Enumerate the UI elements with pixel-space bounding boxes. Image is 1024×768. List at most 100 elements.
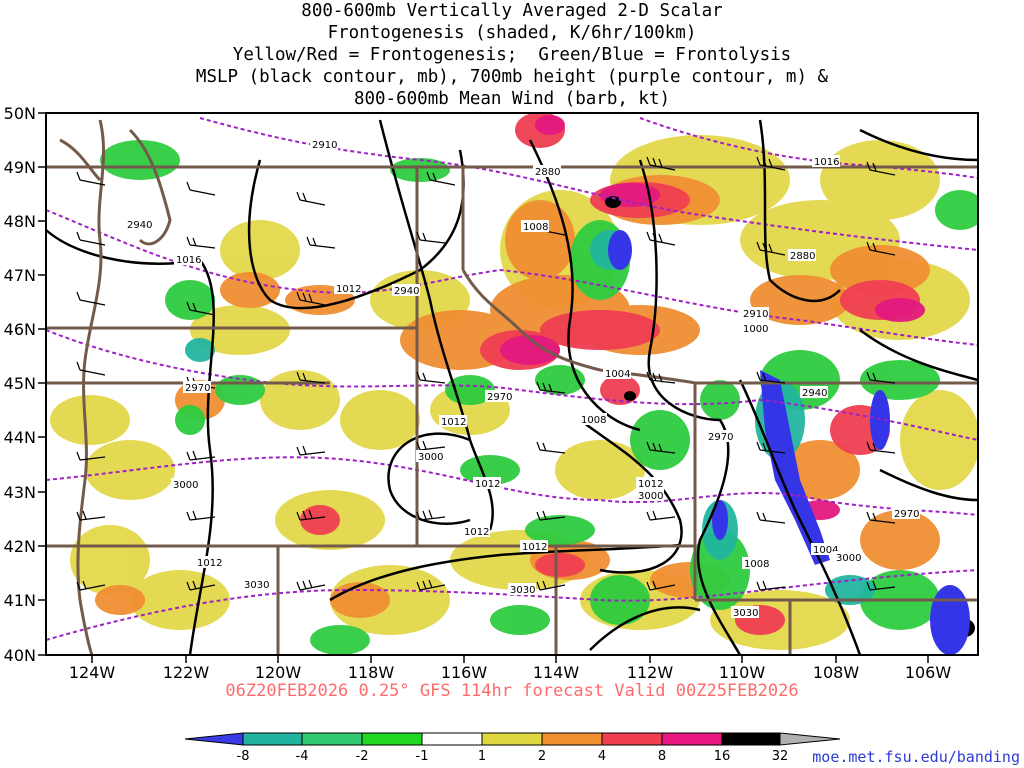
mslp-label: 1016 [174, 253, 202, 266]
height-label-text: 2880 [790, 251, 815, 262]
colorbar-label: 1 [478, 749, 486, 764]
mslp-label: 1012 [195, 556, 223, 569]
height-label: 3000 [171, 478, 199, 491]
valid-time-caption: 06Z20FEB2026 0.25° GFS 114hr forecast Va… [225, 681, 799, 701]
height-label-text: 2910 [312, 140, 337, 151]
mslp-label: 1004 [811, 543, 839, 556]
colorbar-label: 4 [598, 749, 606, 764]
mslp-label: 1012 [334, 282, 362, 295]
height-label: 3030 [242, 578, 270, 591]
height-label-text: 2880 [535, 167, 560, 178]
mslp-label-text: 1008 [744, 559, 769, 570]
lon-label: 116W [441, 663, 488, 682]
colorbar-seg-right-arrow [779, 732, 841, 746]
coastline [59, 119, 172, 656]
mslp-label-text: 1016 [814, 157, 839, 168]
title-line-3: Yellow/Red = Frontogenesis; Green/Blue =… [232, 45, 792, 65]
lat-label: 44N [4, 428, 36, 447]
height-label: 2970 [892, 507, 920, 520]
source-url[interactable]: moe.met.fsu.edu/banding [812, 748, 1020, 766]
title-line-5: 800-600mb Mean Wind (barb, kt) [353, 89, 671, 109]
colorbar-seg [242, 732, 303, 746]
height-label-text: 2970 [185, 383, 210, 394]
colorbar-seg [541, 732, 603, 746]
lon-label: 108W [813, 663, 860, 682]
mslp-label-text: 1012 [475, 479, 500, 490]
mslp-label: 1012 [636, 477, 664, 490]
lat-label: 46N [4, 320, 36, 339]
mslp-label-text: 1016 [176, 255, 201, 266]
height-label-text: 2910 [743, 309, 768, 320]
colorbar-label: -8 [237, 749, 250, 764]
colorbar: -8 -4 -2 -1 1 2 4 8 16 32 [184, 732, 841, 764]
lon-label: 106W [905, 663, 952, 682]
mslp-label-text: 1012 [638, 479, 663, 490]
height-label-text: 3000 [418, 452, 443, 463]
height-label-text: 3000 [638, 491, 663, 502]
colorbar-label: 8 [658, 749, 666, 764]
height-label: 3000 [636, 489, 664, 502]
lat-label: 49N [4, 158, 36, 177]
colorbar-seg [421, 732, 483, 746]
mslp-label: 1008 [742, 557, 770, 570]
mslp-label: 1008 [579, 413, 607, 426]
lon-label: 120W [255, 663, 302, 682]
mslp-label-text: 1004 [813, 545, 838, 556]
lon-label: 124W [69, 663, 116, 682]
mslp-label-text: 1012 [522, 542, 547, 553]
colorbar-label: 16 [714, 749, 731, 764]
mslp-label: 1012 [520, 540, 548, 553]
colorbar-label: -4 [296, 749, 309, 764]
height-label: 2940 [392, 284, 420, 297]
colorbar-seg [361, 732, 423, 746]
colorbar-seg [721, 732, 781, 746]
height-label-text: 3030 [510, 585, 535, 596]
mslp-label: 1000 [741, 322, 769, 335]
height-label-text: 2940 [127, 220, 152, 231]
mslp-label: 1012 [473, 477, 501, 490]
mslp-contours [46, 119, 978, 655]
title-line-2: Frontogenesis (shaded, K/6hr/100km) [327, 23, 697, 43]
height-label: 2970 [706, 430, 734, 443]
lon-label: 114W [533, 663, 580, 682]
mslp-label-text: 1012 [197, 558, 222, 569]
chart-title: 800-600mb Vertically Averaged 2-D Scalar… [0, 0, 1024, 110]
height-label-text: 2970 [894, 509, 919, 520]
colorbar-label: 2 [538, 749, 546, 764]
height-label-text: 2970 [487, 392, 512, 403]
contour-labels: 1016 1012 1012 1008 1004 1000 1008 1004 … [125, 138, 920, 619]
mslp-label: 1004 [603, 367, 631, 380]
height-label: 2880 [533, 165, 561, 178]
colorbar-seg-left-arrow [184, 732, 244, 746]
height-label-text: 3000 [173, 480, 198, 491]
mslp-label-text: 1012 [464, 527, 489, 538]
height-label-text: 3030 [244, 580, 269, 591]
mslp-label: 1008 [521, 220, 549, 233]
height-label: 3000 [834, 551, 862, 564]
colorbar-label: -1 [416, 749, 429, 764]
mslp-label: 1012 [439, 415, 467, 428]
height-label: 2940 [800, 386, 828, 399]
height-label-text: 2940 [802, 388, 827, 399]
mslp-label-text: 1012 [336, 284, 361, 295]
lon-label: 110W [719, 663, 766, 682]
mslp-label-text: 1012 [441, 417, 466, 428]
height-label: 3000 [416, 450, 444, 463]
height-label-text: 2970 [708, 432, 733, 443]
lon-label: 118W [348, 663, 395, 682]
lat-axis: 50N 49N 48N 47N 46N 45N 44N 43N 42N 41N … [4, 104, 46, 665]
height-label: 2910 [741, 307, 769, 320]
lon-axis: 124W 122W 120W 118W 116W 114W 112W 110W … [69, 655, 952, 682]
title-line-4: MSLP (black contour, mb), 700mb height (… [195, 67, 829, 87]
height-label: 2910 [310, 138, 338, 151]
height-label: 2970 [485, 390, 513, 403]
colorbar-seg [661, 732, 723, 746]
lat-label: 45N [4, 374, 36, 393]
height-label: 2880 [788, 249, 816, 262]
map-frame [45, 112, 979, 656]
lat-label: 43N [4, 483, 36, 502]
colorbar-seg [301, 732, 363, 746]
mslp-label: 1016 [812, 155, 840, 168]
height-label-text: 3000 [836, 553, 861, 564]
